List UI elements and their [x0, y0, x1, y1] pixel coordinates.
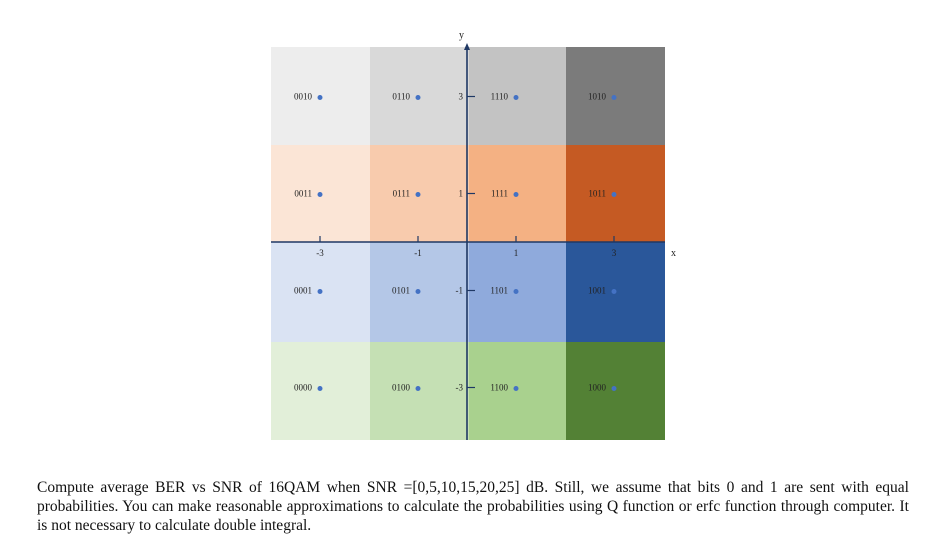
- y-axis-arrow: [464, 43, 470, 50]
- symbol-label-1101: 1101: [490, 286, 508, 296]
- symbol-label-0111: 0111: [393, 189, 410, 199]
- region-0100: [370, 342, 469, 440]
- symbol-label-1001: 1001: [588, 286, 606, 296]
- symbol-label-1110: 1110: [491, 92, 509, 102]
- symbol-point-1011: [611, 192, 617, 197]
- symbol-label-0001: 0001: [294, 286, 312, 296]
- y-tick-label: 1: [459, 189, 464, 199]
- symbol-label-1100: 1100: [490, 383, 508, 393]
- region-1100: [469, 342, 566, 440]
- x-tick-label: -3: [316, 248, 324, 258]
- symbol-label-1111: 1111: [491, 189, 508, 199]
- symbol-label-0100: 0100: [392, 383, 411, 393]
- symbol-label-0000: 0000: [294, 383, 313, 393]
- x-axis-label: x: [671, 248, 676, 259]
- x-tick-label: 3: [612, 248, 617, 258]
- region-0000: [271, 342, 370, 440]
- symbol-point-0100: [415, 386, 421, 391]
- symbol-point-0111: [415, 192, 421, 197]
- y-axis-label: y: [459, 30, 464, 41]
- symbol-point-1100: [513, 386, 519, 391]
- symbol-label-0110: 0110: [392, 92, 410, 102]
- symbol-label-0101: 0101: [392, 286, 410, 296]
- problem-statement: Compute average BER vs SNR of 16QAM when…: [37, 479, 909, 534]
- symbol-label-0010: 0010: [294, 92, 313, 102]
- symbol-point-1110: [513, 95, 519, 100]
- symbol-point-0101: [415, 289, 421, 294]
- x-tick-label: -1: [414, 248, 422, 258]
- symbol-label-0011: 0011: [294, 189, 312, 199]
- y-tick-label: 3: [459, 92, 464, 102]
- y-tick-label: -3: [456, 383, 464, 393]
- symbol-point-0110: [415, 95, 421, 100]
- symbol-point-0010: [317, 95, 323, 100]
- decision-regions: [271, 47, 665, 440]
- symbol-point-0000: [317, 386, 323, 391]
- axis-ticks: -3 -1 1 3 3 1 -1 -3: [316, 92, 617, 393]
- symbol-point-1001: [611, 289, 617, 294]
- symbol-point-0001: [317, 289, 323, 294]
- x-tick-label: 1: [514, 248, 519, 258]
- symbol-label-1000: 1000: [588, 383, 607, 393]
- symbol-label-1010: 1010: [588, 92, 607, 102]
- region-1000: [566, 342, 665, 440]
- symbol-point-1010: [611, 95, 617, 100]
- y-tick-label: -1: [456, 286, 464, 296]
- symbol-point-1111: [513, 192, 519, 197]
- symbol-point-1000: [611, 386, 617, 391]
- symbol-point-1101: [513, 289, 519, 294]
- symbol-label-1011: 1011: [588, 189, 606, 199]
- symbol-point-0011: [317, 192, 323, 197]
- axes: xy: [271, 30, 676, 440]
